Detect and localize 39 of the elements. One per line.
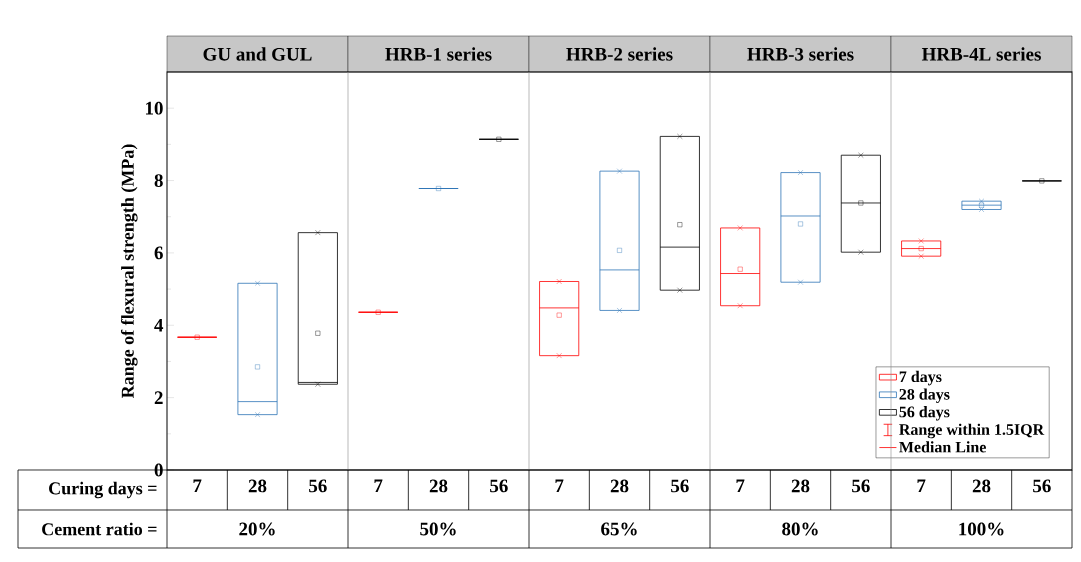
x-tick-label: 56 (852, 479, 870, 493)
text: GU and GUL (203, 47, 312, 61)
x-tick-label: 28 (972, 479, 991, 493)
text: Cement ratio = (42, 522, 157, 536)
text: HRB-4L series (921, 47, 1041, 61)
x-tick-label: 7 (374, 479, 383, 492)
y-tick-label: 0 (154, 463, 163, 477)
text: Curing days = (49, 481, 157, 499)
x-tick-label: 56 (490, 479, 508, 493)
x-tick-label: 28 (429, 479, 448, 493)
x-tick-label: 56 (309, 479, 327, 493)
text: 65% (601, 522, 637, 536)
text: HRB-1 series (385, 47, 492, 61)
text: HRB-2 series (566, 47, 673, 61)
x-tick-label: 28 (610, 479, 629, 493)
x-tick-label: 7 (193, 479, 202, 492)
x-tick-label: 7 (917, 479, 926, 492)
text: 100% (959, 522, 1004, 536)
x-tick-label: 7 (736, 479, 745, 492)
x-tick-label: 28 (248, 479, 267, 493)
x-tick-label: 7 (555, 479, 564, 492)
x-tick-label: 56 (671, 479, 689, 493)
y-tick-label: 2 (154, 391, 163, 404)
y-tick-label: 10 (145, 101, 163, 115)
x-tick-label: 56 (1033, 479, 1051, 493)
x-tick-label: 28 (791, 479, 810, 493)
legend-label: 56 days (899, 406, 950, 421)
legend-label: 7 days (899, 370, 942, 386)
text: 20% (239, 522, 275, 536)
annotation: Range within 1.5IQR (899, 423, 1045, 439)
text: HRB-3 series (747, 47, 854, 61)
y-axis-title: Range of flexural strength (MPa) (120, 144, 138, 398)
text: 80% (782, 522, 818, 536)
y-tick-label: 4 (154, 319, 164, 332)
annotation: Median Line (899, 441, 986, 453)
legend-label: 28 days (899, 388, 950, 404)
y-tick-label: 8 (154, 174, 163, 187)
y-tick-label: 6 (154, 246, 163, 260)
text: 50% (420, 522, 456, 536)
